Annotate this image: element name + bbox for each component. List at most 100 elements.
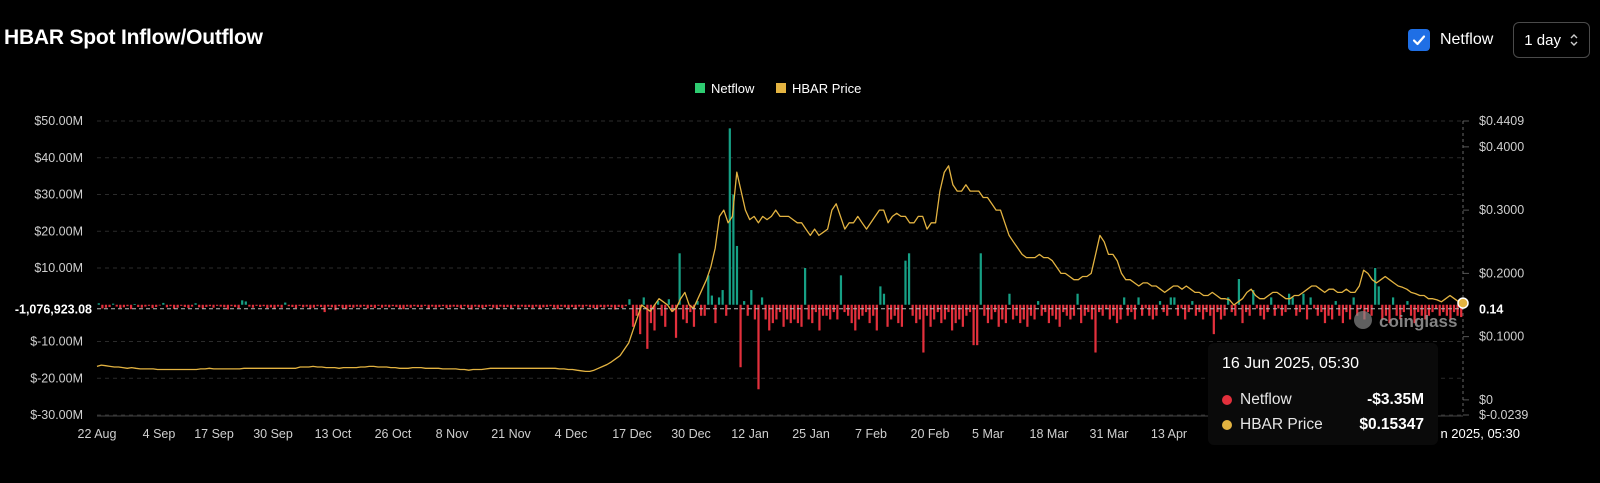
netflow-bar	[1434, 304, 1438, 309]
netflow-bar	[771, 304, 774, 324]
netflow-bar	[1309, 297, 1312, 305]
interval-select-value: 1 day	[1524, 31, 1561, 49]
netflow-bar	[617, 304, 620, 307]
netflow-bar	[1424, 304, 1427, 320]
netflow-bar	[466, 304, 470, 308]
netflow-bar	[1417, 304, 1420, 313]
netflow-bar	[230, 304, 233, 307]
netflow-bar	[667, 299, 670, 305]
x-tick-label: 20 Feb	[911, 427, 950, 441]
netflow-checkbox-label[interactable]: Netflow	[1439, 31, 1494, 48]
y-left-tick-label: $-20.00M	[30, 371, 83, 385]
netflow-bar	[911, 304, 914, 316]
netflow-bar	[248, 304, 251, 307]
netflow-bar	[603, 304, 606, 308]
netflow-bar	[839, 275, 843, 305]
netflow-bar	[255, 304, 258, 306]
netflow-bar	[334, 304, 337, 311]
netflow-bar	[768, 304, 771, 331]
netflow-bar	[151, 304, 154, 309]
netflow-bar	[818, 304, 821, 331]
netflow-bar	[789, 304, 792, 324]
netflow-bar	[1051, 304, 1054, 316]
netflow-bar	[1087, 304, 1090, 313]
netflow-bar	[219, 304, 222, 307]
tooltip-label: Netflow	[1240, 391, 1292, 408]
netflow-bar	[212, 304, 215, 308]
netflow-bar	[1019, 304, 1022, 324]
legend-label-netflow: Netflow	[711, 81, 755, 96]
netflow-bar	[958, 304, 961, 320]
netflow-bar	[714, 304, 717, 324]
y-left-tick-label: $-10.00M	[30, 335, 83, 349]
netflow-bar	[1291, 297, 1294, 305]
netflow-bar	[1449, 304, 1452, 320]
price-marker-label: 0.14	[1479, 303, 1503, 317]
netflow-bar	[1406, 301, 1409, 305]
tooltip-row-netflow: Netflow -$3.35M	[1222, 390, 1424, 410]
netflow-bar	[1058, 304, 1061, 327]
netflow-bar	[1356, 304, 1359, 316]
netflow-bar	[477, 304, 480, 308]
netflow-bar	[298, 304, 301, 306]
netflow-bar	[1065, 304, 1068, 316]
netflow-bar	[1431, 304, 1434, 313]
y-left-tick-label: $-30.00M	[30, 408, 83, 422]
netflow-bar	[1209, 304, 1212, 316]
netflow-bar	[1022, 304, 1025, 320]
netflow-bar	[1151, 304, 1154, 320]
netflow-bar	[474, 304, 477, 307]
netflow-bar	[811, 304, 814, 324]
netflow-bar	[531, 304, 534, 309]
netflow-bar	[560, 304, 563, 307]
netflow-bar	[502, 304, 506, 308]
netflow-bar	[330, 304, 333, 308]
netflow-bar	[732, 194, 735, 305]
netflow-bar	[868, 304, 871, 324]
netflow-bar	[1302, 293, 1305, 305]
netflow-bar	[309, 304, 312, 309]
netflow-bar	[728, 128, 731, 305]
netflow-bar	[459, 304, 463, 309]
interval-select[interactable]: 1 day	[1513, 22, 1590, 58]
page-title: HBAR Spot Inflow/Outflow	[4, 26, 263, 49]
legend-swatch-price	[776, 83, 786, 93]
netflow-bar	[273, 304, 276, 309]
netflow-bar	[1280, 304, 1284, 316]
netflow-bar	[642, 297, 645, 305]
netflow-bar	[137, 304, 140, 307]
netflow-bar	[244, 301, 247, 305]
netflow-bar	[1377, 286, 1380, 305]
netflow-bar	[857, 304, 860, 320]
netflow-bar	[259, 304, 262, 307]
x-crosshair-label: n 2025, 05:30	[1440, 426, 1520, 441]
netflow-bar	[786, 304, 789, 320]
netflow-bar	[1334, 301, 1337, 305]
netflow-bar	[1080, 304, 1083, 324]
netflow-bar	[495, 304, 498, 309]
netflow-bar	[438, 304, 441, 307]
netflow-bar	[337, 304, 341, 307]
netflow-bar	[280, 304, 283, 308]
netflow-checkbox[interactable]	[1407, 29, 1430, 51]
netflow-bar	[233, 304, 237, 307]
netflow-bar	[226, 304, 229, 310]
netflow-bar	[1298, 304, 1301, 313]
netflow-bar	[692, 304, 696, 327]
netflow-bar	[319, 304, 323, 307]
netflow-bar	[373, 304, 376, 309]
netflow-bar	[850, 304, 853, 324]
netflow-bar	[1452, 304, 1456, 313]
netflow-bar	[463, 304, 466, 307]
netflow-bar	[1173, 297, 1176, 305]
netflow-bar	[1180, 304, 1183, 309]
netflow-bar	[1262, 304, 1266, 320]
tooltip-value: $0.15347	[1359, 416, 1424, 433]
netflow-bar	[327, 304, 330, 307]
netflow-bar	[588, 304, 592, 308]
netflow-bar	[1391, 297, 1395, 305]
netflow-bar	[513, 304, 516, 307]
netflow-bar	[1072, 304, 1076, 316]
netflow-bar	[169, 304, 172, 307]
